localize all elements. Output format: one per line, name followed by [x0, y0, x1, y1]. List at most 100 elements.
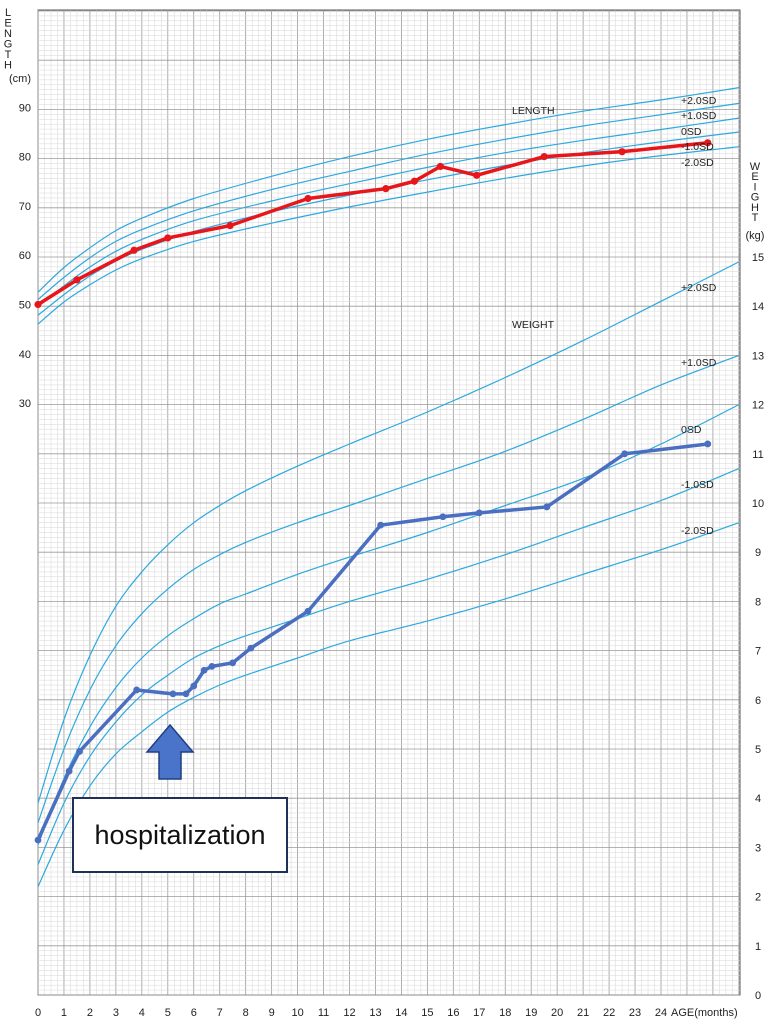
x-tick-label: 6 [191, 1007, 197, 1019]
length-axis-letter: G [4, 39, 13, 51]
x-axis-title: AGE(months) [671, 1007, 738, 1019]
length-point [304, 194, 312, 203]
weight-point [377, 521, 385, 529]
length-tick-label: 40 [19, 349, 31, 361]
x-tick-label: 5 [165, 1007, 171, 1019]
weight-point [304, 607, 312, 615]
patient-series [34, 139, 712, 844]
weight-tick-label: 15 [752, 252, 764, 264]
weight-sd-label: 0SD [681, 424, 702, 436]
weight-point [543, 503, 551, 511]
x-tick-label: 16 [447, 1007, 459, 1019]
x-tick-label: 8 [243, 1007, 249, 1019]
weight-axis-letter: E [751, 171, 758, 183]
weight-series-line [36, 442, 708, 841]
hospitalization-arrow-icon [145, 723, 195, 780]
x-tick-label: 19 [525, 1007, 537, 1019]
weight-tick-label: 0 [755, 990, 761, 1002]
x-tick-label: 20 [551, 1007, 563, 1019]
length-tick-label: 80 [19, 152, 31, 164]
length-section-title: LENGTH [512, 105, 555, 117]
weight-sd-label: -1.0SD [681, 479, 714, 491]
length-point [130, 246, 138, 254]
length-sd-label: +1.0SD [681, 110, 717, 122]
length-point [34, 300, 42, 309]
weight-point [34, 836, 42, 844]
weight-axis-letter: G [751, 192, 760, 204]
weight-point [76, 748, 83, 755]
weight-sd-label: +1.0SD [681, 357, 717, 369]
length-point [704, 139, 712, 147]
x-tick-label: 7 [217, 1007, 223, 1019]
length-sd-label: 0SD [681, 126, 702, 138]
axis-labels: 0 1 2 3 4 5 6 7 8 9 10 11 12 13 14 15 16 17 18 19 20 21 22 23 24… [4, 7, 765, 1019]
length-tick-label: 70 [19, 201, 31, 213]
length-axis-letter: L [5, 7, 11, 19]
weight-ref-curve [37, 522, 740, 888]
weight-point [182, 690, 190, 698]
length-axis-letter: N [4, 28, 12, 40]
weight-point [169, 690, 177, 698]
hospitalization-label: hospitalization [94, 819, 266, 850]
length-point [226, 222, 234, 230]
weight-ref-curve [37, 354, 740, 823]
weight-tick-label: 13 [752, 350, 764, 362]
weight-tick-label: 7 [755, 646, 761, 658]
weight-tick-label: 1 [755, 941, 761, 953]
length-tick-label: 60 [19, 250, 31, 262]
length-point [540, 153, 548, 161]
length-tick-label: 30 [19, 398, 31, 410]
weight-axis-letter: T [752, 212, 759, 224]
weight-axis-unit: (kg) [746, 230, 765, 242]
length-sd-label: +2.0SD [681, 95, 717, 107]
x-tick-label: 3 [113, 1007, 119, 1019]
weight-tick-label: 11 [752, 449, 763, 461]
weight-ref-curve [37, 468, 740, 865]
weight-point [229, 659, 237, 667]
weight-section-title: WEIGHT [512, 319, 555, 331]
x-tick-label: 21 [577, 1007, 589, 1019]
length-point [382, 185, 390, 193]
hospitalization-annotation: hospitalization [72, 797, 288, 873]
weight-point [475, 509, 483, 517]
length-point [473, 171, 481, 179]
length-ref-curve [37, 102, 739, 301]
weight-tick-label: 14 [752, 301, 764, 313]
length-point [73, 276, 81, 284]
length-ref-curve [37, 87, 739, 293]
length-point [410, 177, 418, 185]
x-tick-label: 17 [473, 1007, 485, 1019]
weight-tick-label: 12 [752, 400, 764, 412]
weight-axis-letter: I [753, 181, 756, 193]
x-tick-label: 15 [421, 1007, 433, 1019]
weight-point [65, 767, 73, 775]
weight-point [704, 440, 712, 448]
length-ref-curve [37, 117, 739, 308]
weight-ref-curve [37, 261, 740, 804]
x-tick-label: 9 [269, 1007, 275, 1019]
weight-tick-label: 2 [755, 892, 761, 904]
length-point [164, 234, 172, 242]
weight-tick-label: 4 [755, 793, 761, 805]
x-tick-label: 0 [35, 1007, 41, 1019]
x-tick-label: 22 [603, 1007, 615, 1019]
x-tick-label: 10 [291, 1007, 303, 1019]
length-axis-letter: H [4, 60, 12, 72]
weight-point [133, 686, 141, 694]
x-tick-label: 24 [655, 1007, 667, 1019]
weight-tick-label: 3 [755, 842, 761, 854]
weight-ref-curve [37, 404, 740, 846]
length-sd-label: -1.0SD [681, 141, 714, 153]
weight-sd-label: +2.0SD [681, 282, 717, 294]
weight-tick-label: 9 [755, 547, 761, 559]
x-tick-label: 4 [139, 1007, 145, 1019]
length-point [618, 148, 626, 156]
weight-point [439, 513, 447, 521]
weight-point [247, 644, 255, 652]
weight-point [208, 662, 216, 670]
x-tick-label: 12 [343, 1007, 355, 1019]
length-axis-letter: T [5, 49, 12, 61]
weight-point [190, 682, 198, 690]
length-sd-label: -2.0SD [681, 157, 714, 169]
